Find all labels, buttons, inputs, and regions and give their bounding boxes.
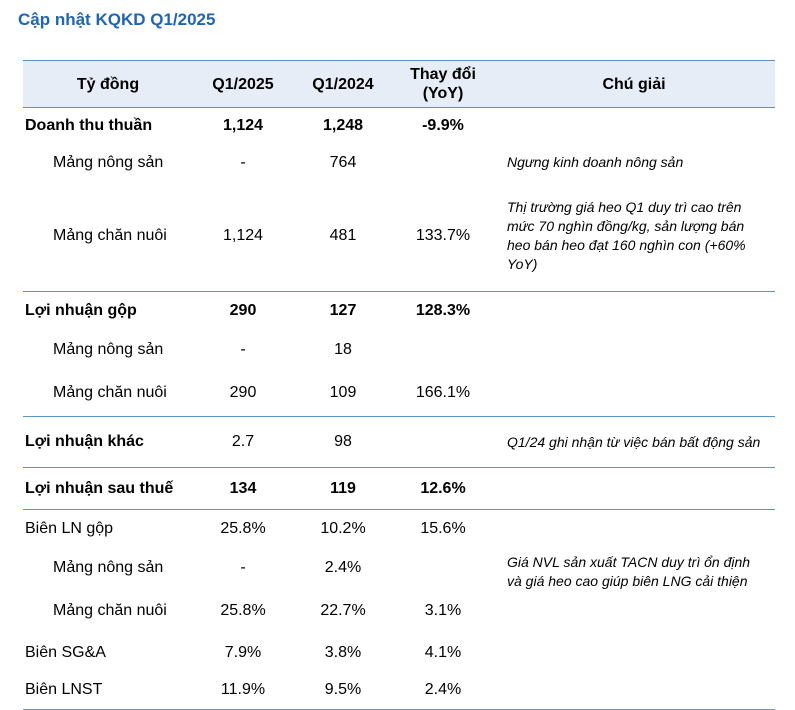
header-change: Thay đổi (YoY)	[393, 60, 493, 108]
cell-change: -9.9%	[422, 116, 464, 134]
table-row: Mảng chăn nuôi 25.8% 22.7% 3.1%	[23, 588, 775, 634]
row-label: Mảng nông sản	[53, 340, 164, 358]
table-row: Biên LN gộp 25.8% 10.2% 15.6% Giá NVL sả…	[23, 510, 775, 589]
row-label: Biên LN gộp	[25, 519, 114, 537]
cell-q1-2025: 290	[193, 369, 293, 417]
cell-note	[493, 292, 775, 330]
cell-change: 15.6%	[420, 519, 466, 537]
cell-q1-2025: 25.8%	[220, 519, 266, 537]
cell-change	[393, 144, 493, 182]
cell-q1-2024: 1,248	[322, 116, 364, 134]
cell-note	[493, 467, 775, 510]
cell-change: 2.4%	[393, 671, 493, 710]
cell-q1-2025: 7.9%	[224, 643, 262, 661]
cell-q1-2025: 11.9%	[193, 671, 293, 710]
row-label: Mảng nông sản	[53, 153, 164, 171]
table-row: Lợi nhuận khác 2.7 98 Q1/24 ghi nhận từ …	[23, 416, 775, 468]
cell-q1-2025: 25.8%	[220, 601, 266, 619]
cell-q1-2025: 290	[229, 301, 257, 319]
cell-change: 4.1%	[424, 643, 462, 661]
cell-q1-2024: 764	[329, 153, 357, 171]
results-table: Tỷ đồng Q1/2025 Q1/2024 Thay đổi (YoY) C…	[23, 60, 775, 710]
table-row: Mảng nông sản - 764 Ngưng kinh doanh nôn…	[23, 144, 775, 182]
cell-q1-2024: 2.4%	[324, 558, 362, 576]
row-label: Lợi nhuận khác	[23, 416, 193, 468]
cell-q1-2024: 119	[293, 467, 393, 510]
cell-q1-2025: 1,124	[222, 116, 264, 134]
cell-q1-2024: 127	[329, 301, 357, 319]
cell-q1-2024: 3.8%	[324, 643, 362, 661]
cell-note	[493, 671, 775, 710]
cell-q1-2025: -	[240, 153, 246, 171]
cell-change: 133.7%	[393, 181, 493, 292]
cell-q1-2024: 22.7%	[320, 601, 366, 619]
page-title: Cập nhật KQKD Q1/2025	[18, 10, 216, 29]
row-label: Doanh thu thuần	[25, 116, 153, 134]
cell-q1-2025: -	[240, 558, 246, 576]
cell-q1-2024: 109	[293, 369, 393, 417]
row-label: Lợi nhuận sau thuế	[23, 467, 193, 510]
header-change-line2: (YoY)	[422, 85, 464, 102]
header-change-line1: Thay đổi	[410, 66, 476, 83]
cell-note	[493, 330, 775, 370]
cell-q1-2024: 10.2%	[320, 519, 366, 537]
cell-q1-2025: 2.7	[193, 416, 293, 468]
table-row: Mảng chăn nuôi 290 109 166.1%	[23, 369, 775, 417]
cell-note: Giá NVL sản xuất TACN duy trì ổn định và…	[507, 553, 751, 589]
header-q1-2025: Q1/2025	[193, 60, 293, 108]
header-unit: Tỷ đồng	[23, 60, 193, 108]
row-label: Lợi nhuận gộp	[25, 301, 137, 319]
cell-q1-2025: 1,124	[193, 181, 293, 292]
cell-q1-2025: -	[240, 340, 246, 358]
cell-change: 12.6%	[393, 467, 493, 510]
cell-note	[493, 369, 775, 417]
row-label: Mảng nông sản	[53, 558, 164, 576]
cell-note	[493, 108, 775, 144]
table-row: Mảng nông sản - 18	[23, 330, 775, 370]
cell-q1-2024: 18	[334, 340, 352, 358]
table-row: Lợi nhuận sau thuế 134 119 12.6%	[23, 467, 775, 510]
header-note: Chú giải	[493, 60, 775, 108]
cell-q1-2024: 481	[293, 181, 393, 292]
row-label: Biên LNST	[23, 671, 193, 710]
cell-q1-2024: 9.5%	[293, 671, 393, 710]
table-row: Biên SG&A 7.9% 3.8% 4.1%	[23, 634, 775, 672]
cell-q1-2024: 98	[293, 416, 393, 468]
header-q1-2024: Q1/2024	[293, 60, 393, 108]
cell-change: 166.1%	[393, 369, 493, 417]
cell-change: 3.1%	[424, 601, 462, 619]
row-label: Biên SG&A	[25, 643, 106, 661]
table-row: Biên LNST 11.9% 9.5% 2.4%	[23, 671, 775, 710]
table-header-row: Tỷ đồng Q1/2025 Q1/2024 Thay đổi (YoY) C…	[23, 60, 775, 108]
cell-q1-2025: 134	[193, 467, 293, 510]
cell-change	[393, 416, 493, 468]
table-row: Lợi nhuận gộp 290 127 128.3%	[23, 292, 775, 330]
row-label: Mảng chăn nuôi	[53, 601, 167, 619]
table-row: Mảng chăn nuôi 1,124 481 133.7% Thị trườ…	[23, 181, 775, 292]
cell-change	[393, 548, 493, 588]
cell-change	[393, 330, 493, 370]
table-row: Mảng nông sản - 2.4%	[23, 548, 775, 588]
cell-note	[493, 634, 775, 672]
cell-note: Thị trường giá heo Q1 duy trì cao trên m…	[493, 181, 775, 292]
cell-note: Q1/24 ghi nhận từ việc bán bất động sản	[493, 416, 775, 468]
row-label: Mảng chăn nuôi	[23, 181, 193, 292]
row-label: Mảng chăn nuôi	[23, 369, 193, 417]
table-row: Doanh thu thuần 1,124 1,248 -9.9%	[23, 108, 775, 144]
cell-note: Ngưng kinh doanh nông sản	[507, 154, 684, 170]
cell-change: 128.3%	[415, 301, 471, 319]
